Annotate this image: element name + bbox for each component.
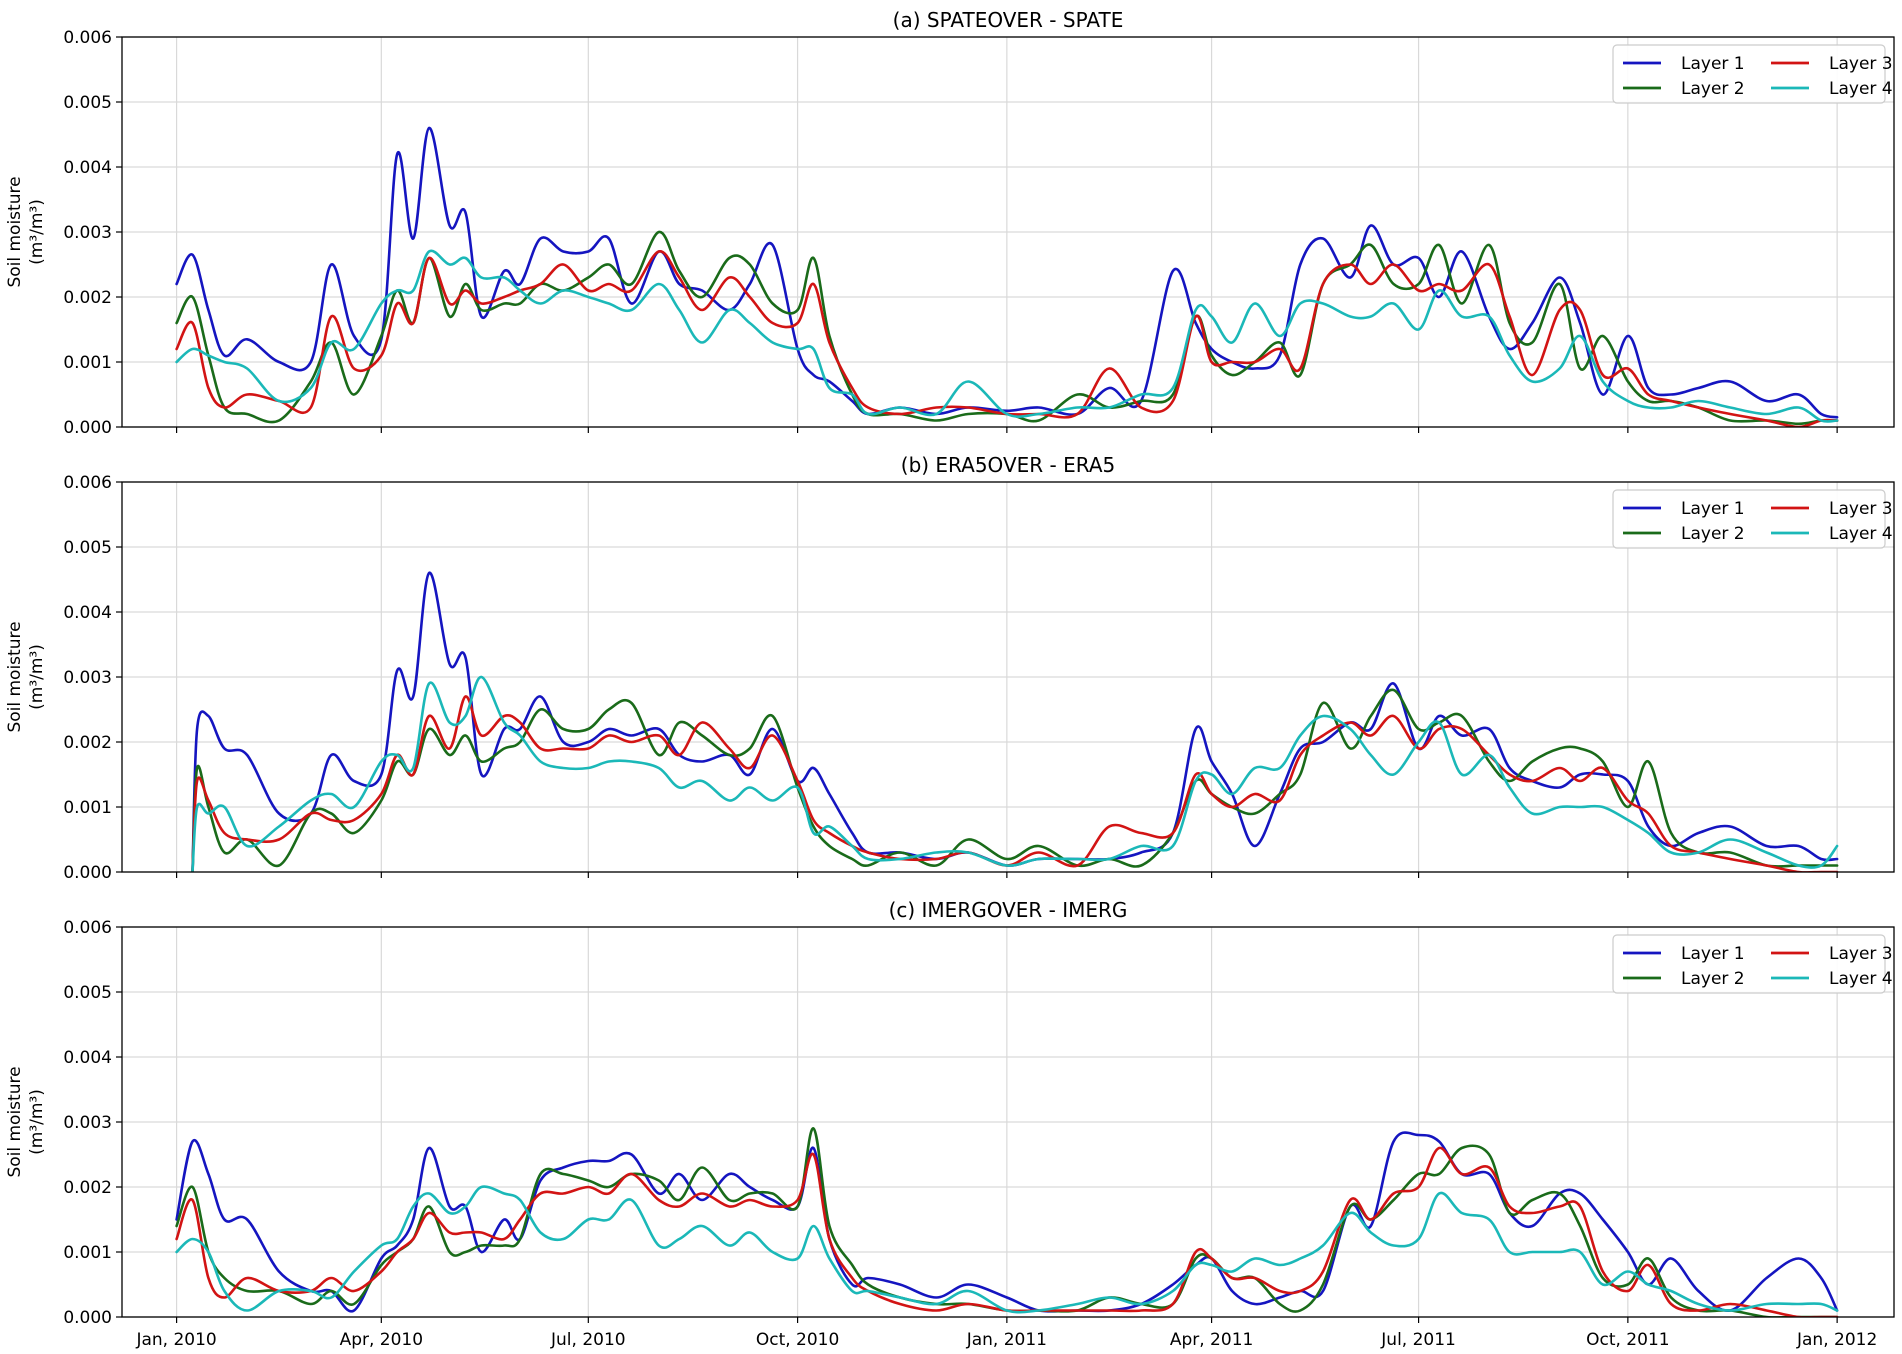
series-group xyxy=(175,126,1839,427)
legend-label: Layer 4 xyxy=(1829,969,1893,989)
series-line-layer-3 xyxy=(175,250,1839,427)
y-axis-label: Soil moisture xyxy=(5,176,25,287)
y-tick-label: 0.000 xyxy=(63,418,112,438)
y-tick-label: 0.003 xyxy=(63,223,112,243)
x-tick-label: Apr, 2010 xyxy=(340,1330,423,1350)
legend-label: Layer 1 xyxy=(1681,54,1745,74)
y-tick-label: 0.004 xyxy=(63,158,112,178)
legend-label: Layer 2 xyxy=(1681,79,1745,99)
panel-title: (c) IMERGOVER - IMERG xyxy=(889,898,1128,922)
series-line-layer-1 xyxy=(191,571,1839,872)
legend-label: Layer 4 xyxy=(1829,524,1893,544)
series-group xyxy=(175,1127,1839,1317)
series-line-layer-4 xyxy=(175,249,1839,423)
y-tick-label: 0.004 xyxy=(63,1048,112,1068)
legend-label: Layer 3 xyxy=(1829,944,1893,964)
y-tick-label: 0.000 xyxy=(63,1308,112,1328)
y-tick-label: 0.001 xyxy=(63,1243,112,1263)
panel-title: (a) SPATEOVER - SPATE xyxy=(893,8,1124,32)
y-tick-label: 0.002 xyxy=(63,733,112,753)
legend-box xyxy=(1612,934,1886,994)
series-line-layer-3 xyxy=(175,1146,1839,1317)
y-tick-label: 0.002 xyxy=(63,288,112,308)
series-line-layer-2 xyxy=(191,688,1839,872)
x-tick-label: Jan, 2011 xyxy=(966,1330,1047,1350)
x-tick-label: Oct, 2011 xyxy=(1586,1330,1669,1350)
x-tick-label: Jan, 2010 xyxy=(135,1330,216,1350)
x-tick-label: Jul, 2010 xyxy=(550,1330,626,1350)
legend: Layer 1 Layer 3 Layer 2 Layer 4 xyxy=(1612,44,1893,104)
y-tick-label: 0.006 xyxy=(63,28,112,48)
y-axis-unit: (m³/m³) xyxy=(27,199,47,265)
series-line-layer-4 xyxy=(191,675,1839,872)
series-line-layer-3 xyxy=(191,695,1839,872)
panel-title: (b) ERA5OVER - ERA5 xyxy=(901,453,1115,477)
y-tick-label: 0.005 xyxy=(63,93,112,113)
series-group xyxy=(191,571,1839,872)
y-tick-label: 0.006 xyxy=(63,918,112,938)
legend-label: Layer 2 xyxy=(1681,969,1745,989)
series-line-layer-1 xyxy=(175,1131,1839,1313)
y-axis-label: Soil moisture xyxy=(5,1066,25,1177)
y-axis-label: Soil moisture xyxy=(5,621,25,732)
x-tick-label: Oct, 2010 xyxy=(756,1330,839,1350)
y-tick-label: 0.002 xyxy=(63,1178,112,1198)
legend-box xyxy=(1612,489,1886,549)
legend: Layer 1 Layer 3 Layer 2 Layer 4 xyxy=(1612,489,1893,549)
legend-box xyxy=(1612,44,1886,104)
legend-label: Layer 1 xyxy=(1681,944,1745,964)
x-tick-label: Apr, 2011 xyxy=(1170,1330,1253,1350)
series-line-layer-4 xyxy=(175,1185,1839,1314)
y-tick-label: 0.005 xyxy=(63,983,112,1003)
y-tick-label: 0.003 xyxy=(63,1113,112,1133)
panel-1: 0.000 0.001 0.002 0.003 0.004 0.005 0.006 (a) S… xyxy=(5,8,1895,438)
legend: Layer 1 Layer 3 Layer 2 Layer 4 xyxy=(1612,934,1893,994)
panel-2: 0.000 0.001 0.002 0.003 0.004 0.005 0.006 (b) E… xyxy=(5,453,1895,883)
x-tick-label: Jan, 2012 xyxy=(1796,1330,1877,1350)
y-tick-label: 0.001 xyxy=(63,798,112,818)
y-tick-label: 0.004 xyxy=(63,603,112,623)
legend-label: Layer 2 xyxy=(1681,524,1745,544)
legend-label: Layer 3 xyxy=(1829,54,1893,74)
y-tick-label: 0.006 xyxy=(63,473,112,493)
legend-label: Layer 3 xyxy=(1829,499,1893,519)
y-tick-label: 0.000 xyxy=(63,863,112,883)
y-tick-label: 0.005 xyxy=(63,538,112,558)
y-axis-unit: (m³/m³) xyxy=(27,644,47,710)
x-tick-label: Jul, 2011 xyxy=(1380,1330,1456,1350)
y-tick-label: 0.001 xyxy=(63,353,112,373)
panel-3: 0.000 0.001 0.002 0.003 0.004 0.005 0.006 Jan, … xyxy=(5,898,1895,1350)
legend-label: Layer 4 xyxy=(1829,79,1893,99)
y-axis-unit: (m³/m³) xyxy=(27,1089,47,1155)
legend-label: Layer 1 xyxy=(1681,499,1745,519)
y-tick-label: 0.003 xyxy=(63,668,112,688)
